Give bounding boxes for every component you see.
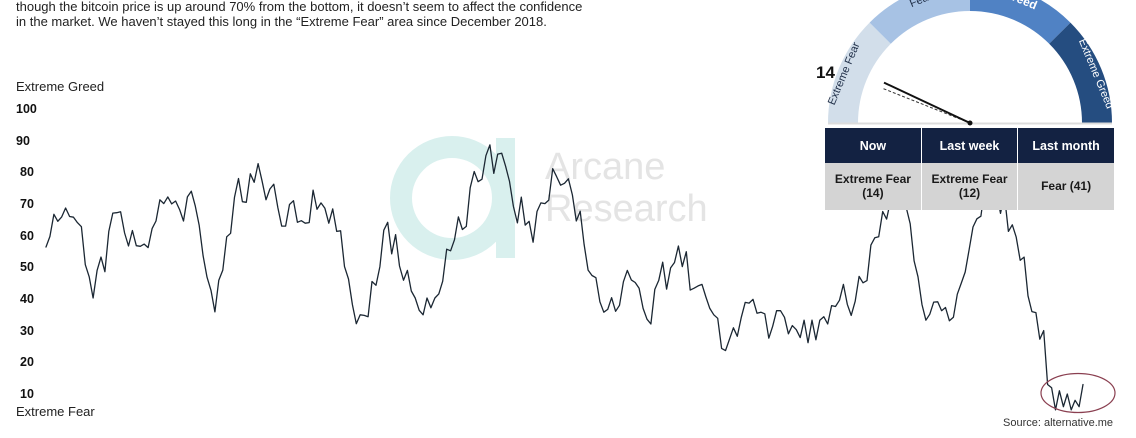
svg-text:14: 14: [816, 63, 835, 82]
